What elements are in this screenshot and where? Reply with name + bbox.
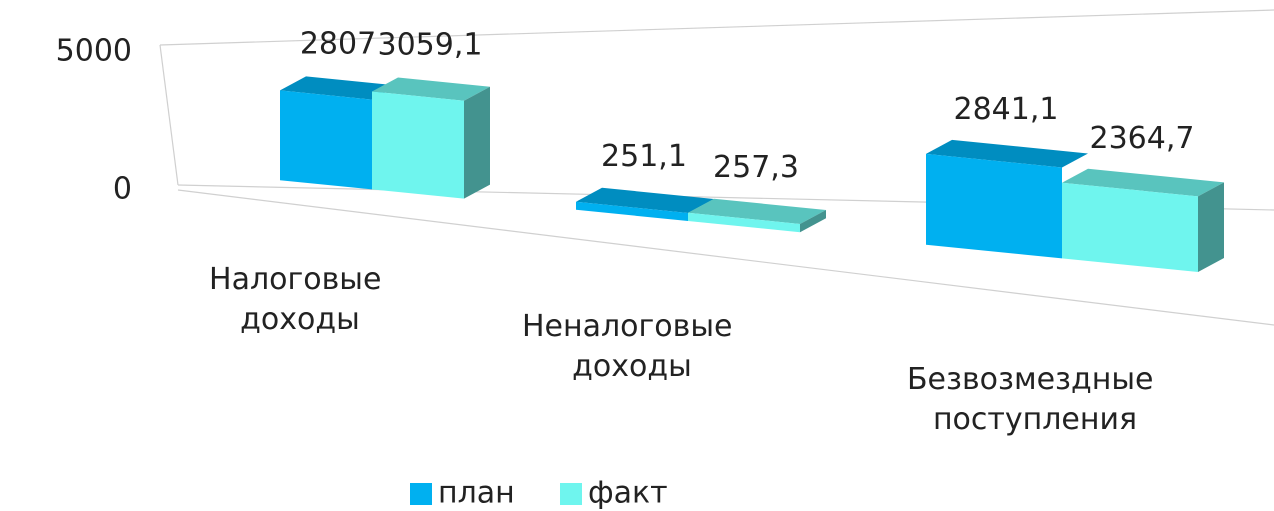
bar-top (688, 198, 826, 224)
y-tick-label: 0 (113, 172, 132, 207)
left-wall-edge (159, 44, 179, 186)
bar-front (576, 201, 688, 221)
legend-label: план (438, 476, 515, 511)
bar-top (1062, 168, 1224, 197)
x-tick-label: Неналоговые доходы (522, 309, 742, 384)
y-tick-label: 5000 (56, 34, 132, 69)
bar (1062, 168, 1224, 272)
bar (372, 77, 490, 199)
bar-front (926, 153, 1062, 259)
bar-front (1062, 182, 1198, 272)
value-label: 251,1 (601, 139, 687, 174)
legend-swatch (410, 483, 432, 505)
bar-front (280, 90, 372, 190)
value-label: 257,3 (713, 150, 799, 185)
bar-side (1198, 182, 1224, 272)
value-label: 2364,7 (1090, 121, 1195, 156)
floor-front-edge (177, 189, 1274, 326)
bar-front (688, 212, 800, 233)
bar-side (464, 86, 490, 199)
legend-label: факт (588, 476, 668, 511)
x-tick-label: Налоговые доходы (209, 262, 391, 337)
bar-top (926, 139, 1088, 168)
bar (280, 76, 398, 190)
bar-top (280, 76, 398, 100)
bar-side (800, 209, 826, 233)
bar-top (576, 187, 714, 213)
bar (688, 198, 826, 233)
bar-front (372, 91, 464, 199)
grid-line (159, 9, 1274, 46)
value-label: 2807 (300, 26, 376, 61)
bar (926, 139, 1088, 259)
legend-swatch (560, 483, 582, 505)
bar-top (372, 77, 490, 101)
bar (576, 187, 714, 221)
value-label: 2841,1 (954, 92, 1059, 127)
value-label: 3059,1 (378, 28, 483, 63)
x-tick-label: Безвозмездные поступления (907, 362, 1163, 437)
